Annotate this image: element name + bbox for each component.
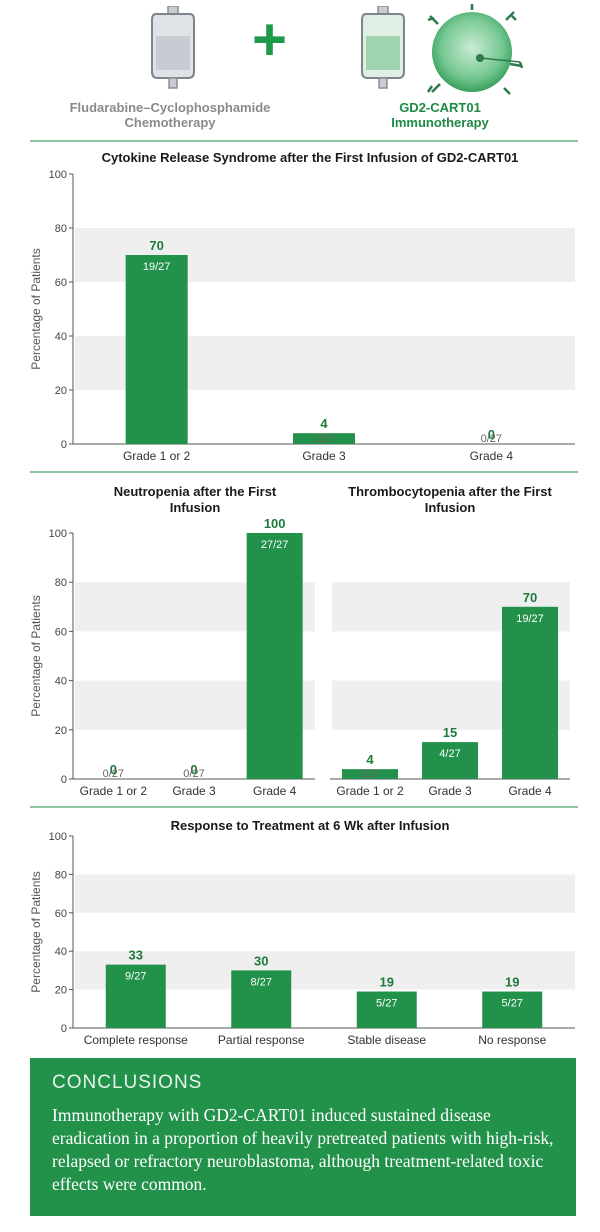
y-tick-label: 60 bbox=[55, 277, 67, 289]
fraction-label: 0/27 bbox=[103, 768, 124, 780]
bar bbox=[502, 606, 558, 779]
x-tick-label: Partial response bbox=[218, 1033, 305, 1047]
immunotherapy-label: GD2-CART01 Immunotherapy bbox=[330, 100, 550, 130]
conclusions-panel: CONCLUSIONS Immunotherapy with GD2-CART0… bbox=[30, 1058, 576, 1216]
crs-chart-title: Cytokine Release Syndrome after the Firs… bbox=[101, 150, 519, 165]
iv-bag-icon bbox=[151, 6, 195, 89]
y-tick-label: 20 bbox=[55, 725, 67, 737]
thrombocytopenia-chart-title: Thrombocytopenia after the First Infusio… bbox=[348, 484, 552, 515]
immunotherapy-label-line2: Immunotherapy bbox=[391, 115, 489, 130]
fraction-label: 0/27 bbox=[481, 433, 502, 445]
data-label: 4 bbox=[366, 752, 374, 767]
response-chart-title: Response to Treatment at 6 Wk after Infu… bbox=[170, 818, 450, 833]
bar bbox=[422, 742, 478, 779]
x-tick-label: Grade 3 bbox=[172, 784, 216, 798]
x-tick-label: Grade 1 or 2 bbox=[123, 449, 191, 463]
response-bar-chart: 0 20 40 60 80 100 Percentage of Patients 33 9/27… bbox=[29, 831, 575, 1047]
y-tick-label: 40 bbox=[55, 676, 67, 688]
car-t-cell-icon bbox=[426, 4, 524, 95]
x-tick-label: No response bbox=[478, 1033, 546, 1047]
chemotherapy-label-line1: Fludarabine–Cyclophosphamide bbox=[69, 100, 271, 115]
bar bbox=[482, 991, 543, 1028]
y-tick-label: 40 bbox=[55, 946, 67, 958]
y-axis-title: Percentage of Patients bbox=[29, 248, 43, 369]
fraction-label: 9/27 bbox=[125, 971, 146, 983]
data-label: 4 bbox=[320, 416, 328, 431]
bar bbox=[105, 964, 166, 1028]
data-label: 70 bbox=[149, 238, 163, 253]
y-tick-label: 0 bbox=[61, 774, 67, 786]
x-tick-label: Grade 4 bbox=[470, 449, 514, 463]
fraction-label: 27/27 bbox=[261, 539, 289, 551]
y-tick-label: 100 bbox=[49, 831, 67, 843]
y-tick-label: 20 bbox=[55, 985, 67, 997]
bar bbox=[356, 991, 417, 1028]
data-label: 15 bbox=[443, 725, 457, 740]
divider bbox=[30, 140, 578, 142]
data-label: 19 bbox=[505, 975, 519, 990]
data-label: 0 bbox=[190, 762, 197, 777]
bar bbox=[246, 533, 303, 779]
fraction-label: 8/27 bbox=[251, 976, 272, 988]
thrombocytopenia-bar-chart: 41/27 Grade 1 or 2 15 4/27 Grade 3 70 19/27 Gra… bbox=[330, 582, 570, 798]
fraction-label: 5/27 bbox=[376, 998, 397, 1010]
y-axis-title: Percentage of Patients bbox=[29, 871, 43, 992]
plus-sign: + bbox=[252, 6, 288, 73]
iv-bag-icon bbox=[361, 6, 405, 89]
data-label: 0 bbox=[488, 427, 495, 442]
y-tick-label: 80 bbox=[55, 577, 67, 589]
data-label: 33 bbox=[129, 948, 143, 963]
y-tick-label: 60 bbox=[55, 626, 67, 638]
y-tick-label: 40 bbox=[55, 331, 67, 343]
x-tick-label: Stable disease bbox=[347, 1033, 426, 1047]
bar bbox=[125, 255, 188, 444]
y-tick-label: 0 bbox=[61, 439, 67, 451]
data-label: 100 bbox=[264, 516, 286, 531]
divider bbox=[30, 471, 578, 473]
divider bbox=[30, 806, 578, 808]
y-tick-label: 0 bbox=[61, 1023, 67, 1035]
bar bbox=[342, 769, 398, 779]
y-tick-label: 100 bbox=[49, 528, 67, 540]
x-tick-label: Complete response bbox=[84, 1033, 188, 1047]
chemotherapy-label: Fludarabine–Cyclophosphamide Chemotherap… bbox=[40, 100, 300, 130]
y-tick-label: 20 bbox=[55, 385, 67, 397]
fraction-label: 1/27 bbox=[359, 768, 380, 780]
fraction-label: 4/27 bbox=[439, 748, 460, 760]
fraction-label: 19/27 bbox=[516, 613, 544, 625]
x-tick-label: Grade 1 or 2 bbox=[336, 784, 404, 798]
data-label: 0 bbox=[110, 762, 117, 777]
y-tick-label: 80 bbox=[55, 223, 67, 235]
x-tick-label: Grade 1 or 2 bbox=[80, 784, 148, 798]
grid-band bbox=[75, 874, 575, 913]
data-label: 70 bbox=[523, 590, 537, 605]
x-tick-label: Grade 4 bbox=[253, 784, 297, 798]
x-tick-label: Grade 3 bbox=[302, 449, 346, 463]
bar bbox=[231, 970, 292, 1028]
x-tick-label: Grade 4 bbox=[508, 784, 552, 798]
conclusions-text: Immunotherapy with GD2-CART01 induced su… bbox=[52, 1105, 554, 1194]
fraction-label: 19/27 bbox=[143, 261, 171, 273]
y-tick-label: 80 bbox=[55, 869, 67, 881]
x-tick-label: Grade 3 bbox=[428, 784, 472, 798]
conclusions-heading: CONCLUSIONS bbox=[52, 1072, 203, 1093]
neutropenia-chart-title: Neutropenia after the First Infusion bbox=[113, 484, 277, 515]
y-axis-title: Percentage of Patients bbox=[29, 595, 43, 716]
y-tick-label: 100 bbox=[49, 169, 67, 181]
fraction-label: 0/27 bbox=[183, 768, 204, 780]
chemotherapy-label-line2: Chemotherapy bbox=[124, 115, 216, 130]
bar bbox=[293, 433, 355, 444]
fraction-label: 1/27 bbox=[313, 433, 334, 445]
data-label: 19 bbox=[380, 975, 394, 990]
immunotherapy-label-line1: GD2-CART01 bbox=[399, 100, 481, 115]
y-tick-label: 60 bbox=[55, 908, 67, 920]
data-label: 30 bbox=[254, 953, 268, 968]
fraction-label: 5/27 bbox=[502, 998, 523, 1010]
